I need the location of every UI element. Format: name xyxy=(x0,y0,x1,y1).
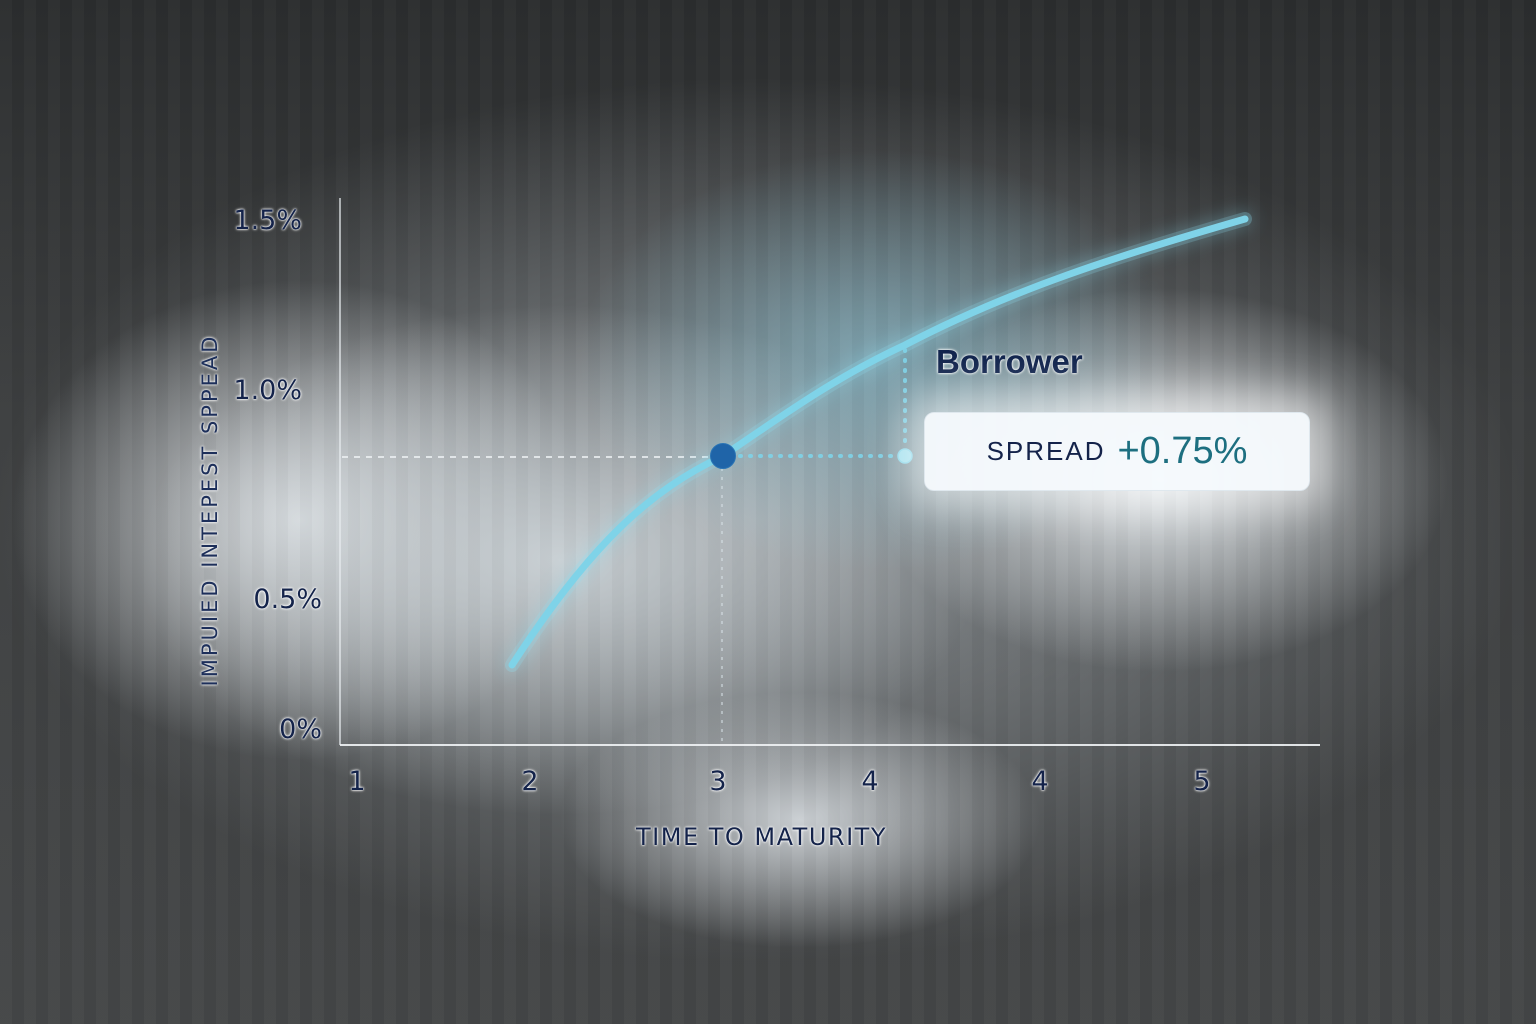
x-tick-label: 4 xyxy=(861,766,879,797)
spread-callout-value: +0.75% xyxy=(1117,430,1248,472)
series-label-borrower: Borrower xyxy=(936,343,1083,380)
x-tick-label: 3 xyxy=(709,766,727,797)
y-tick-label: 0.5% xyxy=(253,584,322,615)
y-tick-label: 1.0% xyxy=(233,375,302,406)
x-tick-label: 5 xyxy=(1193,766,1211,797)
spread-bracket-end-marker xyxy=(897,448,913,464)
y-tick-label: 1.5% xyxy=(233,205,302,236)
y-tick-label: 0% xyxy=(279,714,322,745)
spread-curve xyxy=(508,215,1249,669)
spread-callout-key: SPREAD xyxy=(986,436,1106,466)
x-axis-title: TIME TO MATURITY xyxy=(636,823,887,851)
x-tick-label: 4 xyxy=(1031,766,1049,797)
y-axis-title: IMPUIED INTEPEST SPPEAD xyxy=(198,333,222,687)
highlight-data-point[interactable] xyxy=(710,443,736,469)
x-tick-label: 1 xyxy=(348,766,366,797)
spread-callout-box: SPREAD +0.75% xyxy=(924,412,1310,491)
x-tick-label: 2 xyxy=(521,766,539,797)
